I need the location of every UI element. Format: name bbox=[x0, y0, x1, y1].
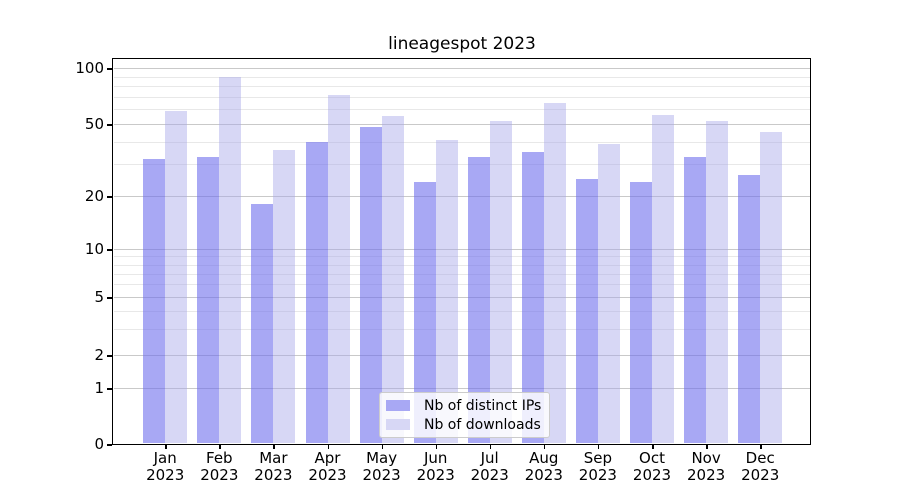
bar-distinct-ips-apr bbox=[305, 141, 328, 443]
x-tick-label-feb: Feb 2023 bbox=[200, 449, 239, 484]
y-tick-label-0: 0 bbox=[94, 435, 104, 453]
major-gridline-2 bbox=[114, 355, 810, 356]
bar-downloads-aug bbox=[543, 102, 566, 443]
x-tick-mark-jun bbox=[435, 445, 438, 449]
minor-gridline-7 bbox=[114, 273, 810, 275]
y-tick-label-100: 100 bbox=[75, 59, 104, 77]
bar-distinct-ips-jan bbox=[143, 159, 166, 443]
x-tick-label-jul: Jul 2023 bbox=[470, 449, 509, 484]
major-gridline-50 bbox=[114, 124, 810, 125]
bar-downloads-dec bbox=[760, 132, 783, 443]
x-tick-label-dec: Dec 2023 bbox=[741, 449, 780, 484]
y-tick-mark-100 bbox=[107, 68, 112, 70]
minor-gridline-70 bbox=[114, 96, 810, 98]
bar-distinct-ips-oct bbox=[630, 181, 652, 443]
y-tick-mark-10 bbox=[107, 249, 112, 251]
bar-distinct-ips-feb bbox=[197, 156, 220, 443]
legend-label-downloads: Nb of downloads bbox=[424, 416, 541, 433]
major-gridline-20 bbox=[114, 196, 810, 197]
x-tick-mark-aug bbox=[543, 445, 546, 449]
major-gridline-1 bbox=[114, 388, 810, 389]
y-tick-label-10: 10 bbox=[84, 240, 104, 258]
minor-gridline-60 bbox=[114, 109, 810, 111]
y-tick-mark-2 bbox=[107, 355, 112, 357]
minor-gridline-80 bbox=[114, 86, 810, 87]
bar-distinct-ips-jul bbox=[467, 156, 490, 443]
bar-downloads-jul bbox=[489, 120, 512, 443]
major-gridline-10 bbox=[114, 249, 810, 250]
y-tick-label-20: 20 bbox=[84, 187, 104, 205]
x-tick-label-may: May 2023 bbox=[362, 449, 401, 484]
x-tick-mark-oct bbox=[652, 445, 654, 449]
bar-distinct-ips-nov bbox=[684, 156, 707, 443]
y-tick-mark-50 bbox=[107, 124, 112, 126]
bar-downloads-jun bbox=[435, 139, 458, 443]
minor-gridline-4 bbox=[114, 311, 810, 313]
chart-title: lineagespot 2023 bbox=[388, 34, 536, 54]
bar-distinct-ips-may bbox=[359, 127, 382, 443]
bar-downloads-feb bbox=[219, 76, 242, 443]
bar-downloads-may bbox=[381, 116, 404, 443]
x-tick-mark-may bbox=[381, 445, 384, 449]
x-tick-label-jan: Jan 2023 bbox=[146, 449, 185, 484]
bar-distinct-ips-aug bbox=[521, 152, 544, 443]
bar-downloads-apr bbox=[327, 94, 350, 443]
x-tick-label-sep: Sep 2023 bbox=[578, 449, 617, 484]
bar-downloads-sep bbox=[597, 143, 620, 443]
x-tick-mark-sep bbox=[597, 445, 600, 449]
y-tick-mark-20 bbox=[107, 196, 112, 198]
y-tick-mark-5 bbox=[107, 297, 112, 299]
x-tick-mark-dec bbox=[760, 445, 762, 449]
x-tick-mark-mar bbox=[273, 445, 275, 449]
bar-downloads-mar bbox=[273, 149, 296, 443]
y-tick-label-1: 1 bbox=[94, 379, 104, 397]
minor-gridline-8 bbox=[114, 264, 810, 266]
x-tick-mark-jul bbox=[489, 445, 492, 449]
minor-gridline-40 bbox=[114, 141, 810, 143]
bar-downloads-nov bbox=[706, 120, 729, 443]
bar-downloads-jan bbox=[165, 110, 188, 443]
x-tick-label-jun: Jun 2023 bbox=[416, 449, 455, 484]
legend-entry-downloads: Nb of downloads bbox=[386, 415, 541, 434]
legend-entry-distinct-ips: Nb of distinct IPs bbox=[386, 396, 541, 415]
bar-downloads-oct bbox=[652, 114, 674, 443]
major-gridline-5 bbox=[114, 297, 810, 298]
y-tick-mark-0 bbox=[107, 444, 112, 446]
x-tick-mark-feb bbox=[219, 445, 221, 449]
x-tick-mark-nov bbox=[706, 445, 708, 449]
minor-gridline-30 bbox=[114, 164, 810, 166]
legend: Nb of distinct IPs Nb of downloads bbox=[379, 392, 551, 438]
minor-gridline-3 bbox=[114, 329, 810, 331]
y-tick-label-2: 2 bbox=[94, 346, 104, 364]
x-tick-mark-jan bbox=[165, 445, 167, 449]
x-tick-label-apr: Apr 2023 bbox=[308, 449, 347, 484]
bar-distinct-ips-mar bbox=[251, 204, 274, 443]
minor-gridline-9 bbox=[114, 256, 810, 258]
minor-gridline-6 bbox=[114, 284, 810, 286]
bar-distinct-ips-dec bbox=[738, 175, 761, 443]
x-tick-mark-apr bbox=[327, 445, 329, 449]
bar-distinct-ips-sep bbox=[575, 178, 598, 443]
bar-distinct-ips-jun bbox=[413, 181, 436, 443]
x-tick-label-nov: Nov 2023 bbox=[687, 449, 726, 484]
minor-gridline-90 bbox=[114, 76, 810, 78]
y-tick-mark-1 bbox=[107, 388, 112, 390]
x-tick-label-oct: Oct 2023 bbox=[632, 449, 672, 484]
legend-label-distinct-ips: Nb of distinct IPs bbox=[424, 397, 542, 414]
y-tick-label-50: 50 bbox=[84, 115, 104, 133]
legend-swatch-downloads-icon bbox=[386, 419, 410, 430]
legend-swatch-distinct-ips-icon bbox=[386, 400, 410, 411]
x-tick-label-aug: Aug 2023 bbox=[524, 449, 563, 484]
x-tick-label-mar: Mar 2023 bbox=[254, 449, 293, 484]
y-tick-label-5: 5 bbox=[94, 288, 104, 306]
major-gridline-100 bbox=[114, 68, 810, 69]
